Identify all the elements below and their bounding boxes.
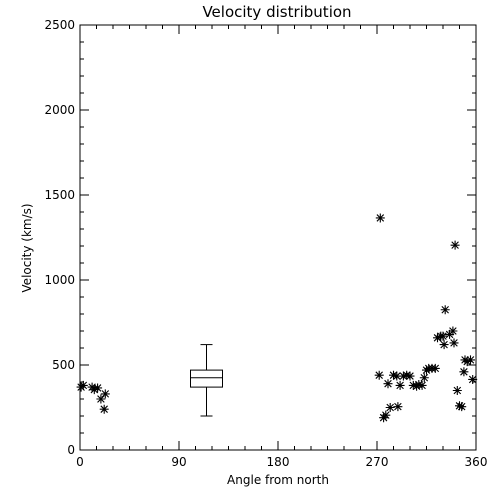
x-tick-label: 0: [76, 455, 84, 469]
scatter-points: [76, 213, 478, 423]
data-point: [452, 386, 462, 395]
chart-title: Velocity distribution: [202, 3, 351, 21]
y-tick-label: 0: [67, 443, 75, 457]
y-axis-title: Velocity (km/s): [20, 203, 34, 292]
boxplot: [190, 344, 223, 417]
data-point: [392, 371, 402, 381]
y-tick-label: 1500: [44, 188, 75, 202]
data-point: [398, 371, 408, 381]
data-point: [375, 213, 385, 223]
data-point: [466, 355, 475, 365]
data-point: [96, 394, 106, 404]
data-point: [393, 402, 403, 412]
y-tick-label: 500: [52, 358, 75, 372]
data-point: [449, 338, 459, 348]
data-point: [89, 385, 99, 395]
y-tick-label: 1000: [44, 273, 75, 287]
data-point: [389, 370, 398, 380]
x-tick-label: 270: [366, 455, 389, 469]
data-point: [438, 331, 448, 341]
data-point: [433, 333, 442, 343]
data-point: [100, 389, 110, 399]
data-point: [457, 402, 467, 412]
data-point: [381, 410, 391, 420]
data-point: [440, 305, 450, 315]
x-axis-title: Angle from north: [227, 473, 329, 487]
data-point: [395, 380, 405, 390]
data-point: [402, 370, 412, 380]
y-tick-label: 2500: [44, 18, 75, 32]
data-point: [468, 374, 478, 384]
data-point: [414, 380, 424, 390]
data-point: [374, 370, 384, 380]
data-point: [419, 373, 429, 383]
x-tick-label: 90: [171, 455, 186, 469]
data-point: [417, 380, 427, 390]
y-tick-label: 2000: [44, 103, 75, 117]
x-tick-label: 360: [465, 455, 488, 469]
data-point: [462, 357, 472, 367]
data-point: [450, 240, 460, 250]
x-tick-label: 180: [267, 455, 290, 469]
data-point: [385, 403, 395, 412]
data-point: [93, 383, 103, 393]
data-point: [459, 367, 469, 377]
data-point: [439, 340, 449, 350]
plot-axes: 0 90 180 270 360 0 500 1000 1500 2000 2500: [44, 18, 487, 469]
data-point: [408, 380, 418, 390]
data-point: [430, 363, 440, 373]
data-point: [405, 371, 415, 381]
data-point: [455, 401, 464, 411]
data-point: [78, 380, 88, 390]
data-point: [448, 326, 458, 336]
data-point: [383, 379, 393, 389]
data-point: [99, 404, 109, 414]
box-iqr: [190, 369, 223, 388]
